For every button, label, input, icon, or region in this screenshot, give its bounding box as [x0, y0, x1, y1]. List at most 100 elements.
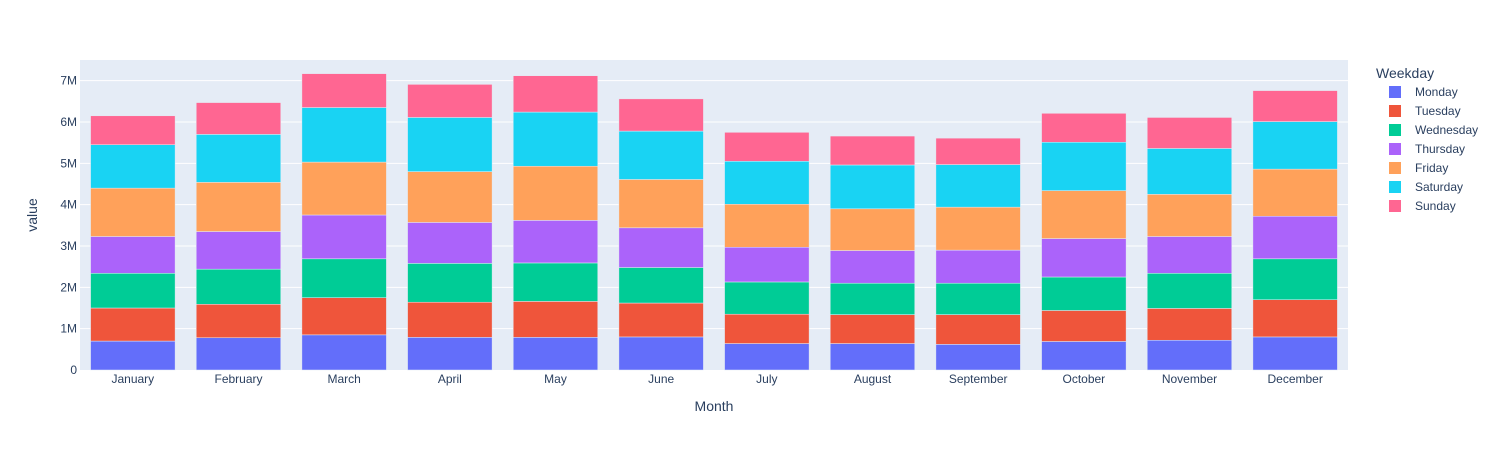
bar-monday-april[interactable]: [407, 337, 493, 371]
bar-tuesday-january[interactable]: [90, 307, 176, 342]
bar-saturday-may[interactable]: [512, 111, 599, 167]
legend-item-monday[interactable]: Monday: [1389, 85, 1458, 99]
legend-swatch: [1389, 105, 1401, 117]
bar-thursday-april[interactable]: [407, 222, 493, 264]
bar-saturday-january[interactable]: [90, 144, 176, 189]
legend-item-wednesday[interactable]: Wednesday: [1389, 123, 1478, 137]
bar-sunday-march[interactable]: [301, 73, 387, 108]
bar-sunday-may[interactable]: [512, 75, 599, 113]
bar-sunday-january[interactable]: [90, 115, 176, 145]
bar-wednesday-december[interactable]: [1252, 258, 1338, 300]
bar-friday-august[interactable]: [829, 208, 916, 251]
bar-friday-may[interactable]: [512, 165, 599, 221]
bar-monday-june[interactable]: [618, 336, 704, 371]
bar-friday-september[interactable]: [935, 206, 1021, 251]
bar-tuesday-april[interactable]: [407, 301, 493, 338]
bar-wednesday-june[interactable]: [618, 267, 704, 304]
bar-saturday-february[interactable]: [195, 134, 282, 183]
bar-thursday-december[interactable]: [1252, 215, 1338, 260]
bar-wednesday-february[interactable]: [195, 268, 282, 305]
bar-sunday-august[interactable]: [829, 135, 916, 166]
bar-sunday-april[interactable]: [407, 84, 493, 118]
legend-item-sunday[interactable]: Sunday: [1389, 199, 1456, 213]
y-tick-label: 3M: [60, 239, 77, 253]
legend-item-tuesday[interactable]: Tuesday: [1389, 104, 1461, 118]
bar-monday-january[interactable]: [90, 340, 176, 371]
bar-saturday-october[interactable]: [1041, 142, 1127, 191]
x-tick-label: January: [111, 372, 154, 386]
bar-sunday-october[interactable]: [1041, 113, 1127, 143]
bar-tuesday-october[interactable]: [1041, 310, 1127, 342]
bar-thursday-march[interactable]: [301, 214, 387, 260]
bar-sunday-february[interactable]: [195, 102, 282, 135]
legend-item-thursday[interactable]: Thursday: [1389, 142, 1465, 156]
bar-thursday-june[interactable]: [618, 227, 704, 268]
bar-sunday-september[interactable]: [935, 137, 1021, 165]
legend[interactable]: Weekday Monday Tuesday Wednesday Thursday Fr…: [1376, 65, 1478, 213]
bar-thursday-may[interactable]: [512, 220, 599, 264]
y-axis-title: value: [24, 198, 40, 232]
bar-tuesday-september[interactable]: [935, 314, 1021, 345]
bar-wednesday-october[interactable]: [1041, 276, 1127, 311]
bar-tuesday-august[interactable]: [829, 314, 916, 344]
bar-saturday-december[interactable]: [1252, 121, 1338, 170]
bar-saturday-april[interactable]: [407, 117, 493, 172]
bar-monday-march[interactable]: [301, 334, 387, 371]
bar-friday-december[interactable]: [1252, 168, 1338, 217]
bar-saturday-november[interactable]: [1146, 148, 1233, 195]
bar-saturday-june[interactable]: [618, 130, 704, 180]
bar-friday-april[interactable]: [407, 171, 493, 223]
bar-monday-october[interactable]: [1041, 341, 1127, 371]
bar-thursday-october[interactable]: [1041, 238, 1127, 278]
bar-monday-august[interactable]: [829, 343, 916, 371]
bar-wednesday-november[interactable]: [1146, 273, 1233, 309]
bar-wednesday-january[interactable]: [90, 273, 176, 309]
bar-sunday-june[interactable]: [618, 98, 704, 132]
bar-tuesday-july[interactable]: [724, 313, 810, 344]
bar-wednesday-may[interactable]: [512, 262, 599, 302]
bar-tuesday-december[interactable]: [1252, 299, 1338, 338]
bar-saturday-march[interactable]: [301, 107, 387, 163]
bar-wednesday-july[interactable]: [724, 281, 810, 315]
y-tick-label: 5M: [60, 156, 77, 170]
bar-friday-november[interactable]: [1146, 194, 1233, 237]
bar-thursday-september[interactable]: [935, 249, 1021, 284]
legend-item-friday[interactable]: Friday: [1389, 161, 1448, 175]
bar-thursday-july[interactable]: [724, 246, 810, 283]
bar-saturday-september[interactable]: [935, 164, 1021, 208]
bar-sunday-december[interactable]: [1252, 90, 1338, 122]
bar-thursday-february[interactable]: [195, 231, 282, 270]
bar-monday-may[interactable]: [512, 337, 599, 371]
bar-monday-february[interactable]: [195, 337, 282, 371]
bar-friday-october[interactable]: [1041, 190, 1127, 239]
bar-monday-july[interactable]: [724, 343, 810, 371]
bar-wednesday-march[interactable]: [301, 258, 387, 298]
bar-thursday-january[interactable]: [90, 236, 176, 274]
bar-thursday-august[interactable]: [829, 250, 916, 284]
bar-friday-march[interactable]: [301, 161, 387, 216]
bar-friday-january[interactable]: [90, 187, 176, 237]
bar-monday-september[interactable]: [935, 344, 1021, 371]
bar-tuesday-may[interactable]: [512, 301, 599, 338]
legend-label: Sunday: [1415, 199, 1456, 213]
bar-sunday-november[interactable]: [1146, 117, 1233, 149]
bar-monday-december[interactable]: [1252, 336, 1338, 371]
bar-thursday-november[interactable]: [1146, 236, 1233, 274]
bar-monday-november[interactable]: [1146, 339, 1233, 371]
bar-wednesday-september[interactable]: [935, 282, 1021, 315]
bar-friday-july[interactable]: [724, 204, 810, 248]
x-tick-label: December: [1267, 372, 1322, 386]
gridlines: [80, 80, 1348, 330]
bar-tuesday-november[interactable]: [1146, 308, 1233, 341]
bar-tuesday-february[interactable]: [195, 304, 282, 339]
bar-wednesday-april[interactable]: [407, 263, 493, 303]
bar-saturday-august[interactable]: [829, 164, 916, 210]
bar-tuesday-march[interactable]: [301, 297, 387, 336]
bar-friday-february[interactable]: [195, 182, 282, 232]
bar-sunday-july[interactable]: [724, 132, 810, 162]
bar-wednesday-august[interactable]: [829, 282, 916, 315]
bar-saturday-july[interactable]: [724, 161, 810, 205]
legend-item-saturday[interactable]: Saturday: [1389, 180, 1463, 194]
bar-friday-june[interactable]: [618, 179, 704, 229]
bar-tuesday-june[interactable]: [618, 302, 704, 338]
